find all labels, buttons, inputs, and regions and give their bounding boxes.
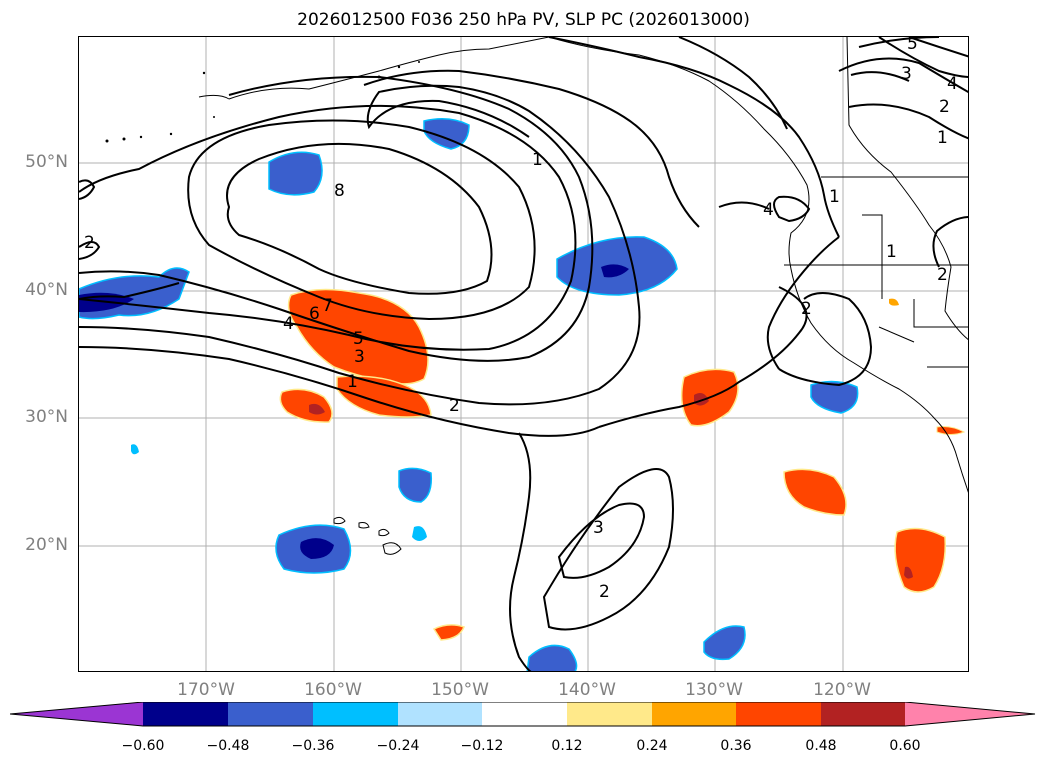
contour-label: 8 [334, 181, 345, 201]
contour-label: 7 [322, 296, 333, 316]
lon-label-170w: 170°W [177, 680, 235, 700]
contour-label: 1 [937, 128, 948, 148]
contour-label: 3 [901, 64, 912, 84]
lat-label-20n: 20°N [25, 535, 68, 555]
contour-label: 1 [829, 187, 840, 207]
colorbar-segment [228, 702, 313, 726]
colorbar-tick: −0.60 [121, 738, 165, 754]
pv-positive-regions [279, 288, 966, 641]
colorbar-segment [398, 702, 482, 726]
hawaii-islands [333, 516, 402, 555]
contour-label: 1 [347, 372, 358, 392]
lon-label-130w: 130°W [685, 680, 743, 700]
colorbar-segment [482, 702, 567, 726]
slp-contours [79, 37, 968, 671]
contour-label: 4 [763, 200, 774, 220]
lon-label-150w: 150°W [431, 680, 489, 700]
colorbar-segment [313, 702, 398, 726]
contour-label: 5 [353, 329, 364, 349]
colorbar-tick: −0.48 [206, 738, 250, 754]
colorbar-segment [652, 702, 736, 726]
contour-label: 2 [939, 97, 950, 117]
contour-label: 3 [593, 518, 604, 538]
contour-label: 1 [886, 242, 897, 262]
map-canvas: 8 7 6 5 4 3 1 2 1 1 1 2 3 4 5 1 2 2 3 2 … [79, 37, 968, 671]
colorbar-tick: −0.24 [376, 738, 420, 754]
contour-label: 1 [532, 150, 543, 170]
contour-label: 5 [907, 37, 918, 54]
contour-labels: 8 7 6 5 4 3 1 2 1 1 1 2 3 4 5 1 2 2 3 2 … [84, 37, 958, 602]
lon-label-160w: 160°W [304, 680, 362, 700]
colorbar-tick: 0.24 [636, 738, 668, 754]
contour-label: 2 [937, 265, 948, 285]
colorbar-tick: 0.36 [720, 738, 752, 754]
contour-label: 2 [599, 582, 610, 602]
contour-label: 4 [283, 314, 294, 334]
colorbar-segment [905, 702, 1035, 726]
colorbar-segment [143, 702, 228, 726]
colorbar-segment [10, 702, 143, 726]
lon-label-140w: 140°W [558, 680, 616, 700]
map-panel[interactable]: 8 7 6 5 4 3 1 2 1 1 1 2 3 4 5 1 2 2 3 2 … [78, 36, 969, 672]
colorbar-outline [10, 702, 1036, 727]
contour-label: 2 [84, 233, 95, 253]
colorbar [10, 702, 1036, 727]
contour-label: 2 [449, 396, 460, 416]
colorbar-segment [736, 702, 821, 726]
contour-label: 2 [801, 299, 812, 319]
contour-label: 3 [354, 347, 365, 367]
contour-label: 4 [947, 74, 958, 94]
colorbar-segment [567, 702, 652, 726]
colorbar-tick: 0.60 [889, 738, 921, 754]
contour-label: 6 [309, 304, 320, 324]
coastlines [198, 37, 968, 493]
colorbar-segment [821, 702, 905, 726]
lat-label-30n: 30°N [25, 407, 68, 427]
colorbar-tick: 0.48 [805, 738, 837, 754]
lon-label-120w: 120°W [813, 680, 871, 700]
map-title: 2026012500 F036 250 hPa PV, SLP PC (2026… [297, 10, 750, 30]
lat-label-50n: 50°N [25, 152, 68, 172]
gridlines [79, 37, 968, 671]
colorbar-tick: −0.12 [460, 738, 504, 754]
lat-label-40n: 40°N [25, 280, 68, 300]
colorbar-tick: −0.36 [291, 738, 335, 754]
colorbar-tick: 0.12 [551, 738, 583, 754]
